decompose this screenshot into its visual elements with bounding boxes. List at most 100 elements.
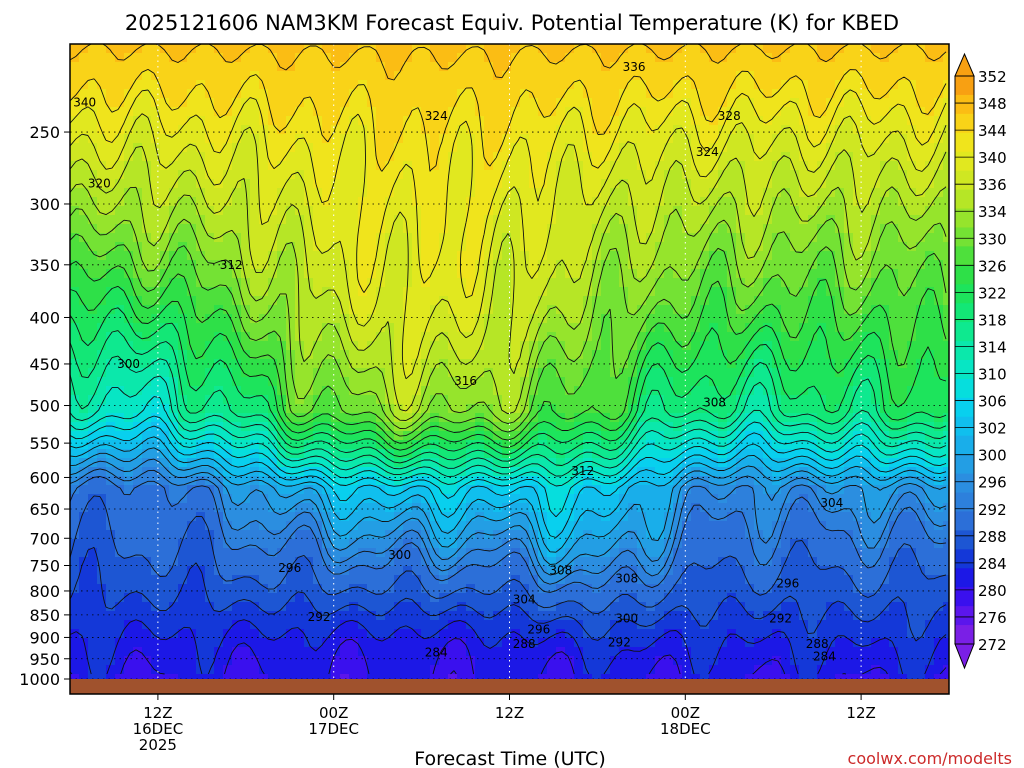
field-cell <box>88 449 98 459</box>
field-cell <box>259 170 269 180</box>
field-cell <box>646 629 656 639</box>
field-cell <box>610 422 620 432</box>
field-cell <box>538 314 548 324</box>
field-cell <box>637 440 647 450</box>
field-cell <box>142 413 152 423</box>
field-cell <box>619 278 629 288</box>
field-cell <box>682 278 692 288</box>
field-cell <box>493 467 503 477</box>
field-cell <box>457 557 467 567</box>
field-cell <box>358 107 368 117</box>
field-cell <box>277 161 287 171</box>
field-cell <box>295 413 305 423</box>
field-cell <box>448 350 458 360</box>
field-cell <box>637 620 647 630</box>
field-cell <box>169 80 179 90</box>
field-cell <box>691 170 701 180</box>
field-cell <box>583 161 593 171</box>
field-cell <box>268 602 278 612</box>
field-cell <box>583 521 593 531</box>
field-cell <box>70 665 80 675</box>
field-cell <box>691 575 701 585</box>
field-cell <box>583 188 593 198</box>
field-cell <box>448 224 458 234</box>
field-cell <box>178 314 188 324</box>
field-cell <box>664 161 674 171</box>
field-cell <box>493 602 503 612</box>
field-cell <box>124 98 134 108</box>
field-cell <box>646 449 656 459</box>
field-cell <box>655 116 665 126</box>
field-cell <box>448 107 458 117</box>
field-cell <box>457 125 467 135</box>
field-cell <box>160 80 170 90</box>
field-cell <box>565 548 575 558</box>
field-cell <box>601 413 611 423</box>
field-cell <box>565 566 575 576</box>
field-cell <box>457 62 467 72</box>
field-cell <box>466 458 476 468</box>
field-cell <box>88 215 98 225</box>
field-cell <box>583 584 593 594</box>
field-cell <box>421 350 431 360</box>
field-cell <box>151 386 161 396</box>
field-cell <box>439 458 449 468</box>
field-cell <box>547 71 557 81</box>
field-cell <box>322 341 332 351</box>
field-cell <box>556 287 566 297</box>
field-cell <box>115 98 125 108</box>
field-cell <box>664 116 674 126</box>
field-cell <box>349 323 359 333</box>
field-cell <box>124 233 134 243</box>
field-cell <box>133 512 143 522</box>
field-cell <box>79 161 89 171</box>
field-cell <box>430 314 440 324</box>
field-cell <box>349 260 359 270</box>
field-cell <box>259 296 269 306</box>
field-cell <box>448 611 458 621</box>
field-cell <box>160 566 170 576</box>
field-cell <box>448 296 458 306</box>
field-cell <box>484 575 494 585</box>
field-cell <box>367 620 377 630</box>
field-cell <box>439 71 449 81</box>
field-cell <box>205 611 215 621</box>
field-cell <box>70 314 80 324</box>
field-cell <box>187 269 197 279</box>
field-cell <box>169 422 179 432</box>
field-cell <box>475 521 485 531</box>
field-cell <box>628 665 638 675</box>
field-cell <box>115 314 125 324</box>
field-cell <box>547 503 557 513</box>
field-cell <box>106 665 116 675</box>
field-cell <box>565 494 575 504</box>
field-cell <box>187 620 197 630</box>
field-cell <box>106 557 116 567</box>
field-cell <box>412 296 422 306</box>
field-cell <box>421 458 431 468</box>
field-cell <box>223 575 233 585</box>
field-cell <box>457 494 467 504</box>
field-cell <box>259 206 269 216</box>
field-cell <box>403 476 413 486</box>
field-cell <box>322 161 332 171</box>
field-cell <box>160 233 170 243</box>
field-cell <box>592 665 602 675</box>
field-cell <box>205 260 215 270</box>
field-cell <box>241 413 251 423</box>
field-cell <box>304 179 314 189</box>
field-cell <box>88 134 98 144</box>
field-cell <box>520 593 530 603</box>
field-cell <box>547 575 557 585</box>
field-cell <box>349 449 359 459</box>
field-cell <box>115 287 125 297</box>
field-cell <box>286 305 296 315</box>
field-cell <box>223 71 233 81</box>
field-cell <box>646 494 656 504</box>
field-cell <box>160 476 170 486</box>
field-cell <box>682 179 692 189</box>
field-cell <box>556 215 566 225</box>
field-cell <box>511 215 521 225</box>
field-cell <box>592 386 602 396</box>
field-cell <box>421 485 431 495</box>
